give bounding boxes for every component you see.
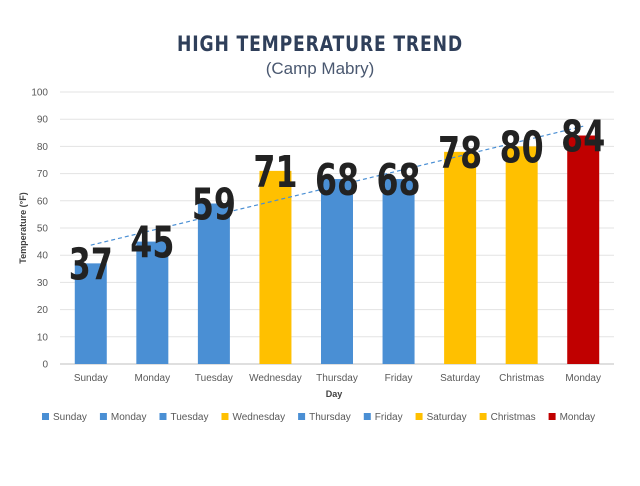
- y-tick-label: 50: [37, 224, 49, 235]
- bars: [74, 135, 600, 364]
- bar: [74, 263, 107, 364]
- bar: [321, 179, 353, 364]
- data-label: 68: [315, 155, 359, 207]
- data-label: 37: [69, 239, 113, 291]
- data-label: 68: [377, 155, 421, 207]
- trendline: [90, 125, 584, 246]
- x-tick-label: Saturday: [440, 373, 480, 384]
- data-label: 80: [500, 122, 544, 174]
- legend-label: Monday: [111, 412, 147, 423]
- bar: [382, 179, 415, 364]
- y-tick-label: 30: [37, 278, 49, 289]
- legend-swatch: [363, 413, 371, 420]
- bar: [136, 241, 169, 364]
- x-tick-label: Wednesday: [249, 373, 302, 384]
- y-tick-label: 10: [37, 332, 49, 343]
- legend-label: Wednesday: [232, 412, 285, 423]
- legend-swatch: [159, 413, 167, 420]
- y-tick-label: 60: [37, 196, 49, 207]
- trendline-group: [90, 125, 584, 246]
- legend-swatch: [298, 413, 306, 420]
- legend-label: Tuesday: [170, 412, 208, 423]
- legend-swatch: [42, 413, 49, 420]
- bar: [567, 135, 600, 364]
- legend: Sunday Monday Tuesday Wednesday Thursday Frid…: [42, 412, 595, 423]
- legend-label: Saturday: [427, 412, 467, 423]
- x-tick-labels: Sunday Monday Tuesday Wednesday Thursday Frid…: [74, 373, 601, 384]
- legend-label: Sunday: [53, 412, 87, 423]
- data-label: 71: [253, 147, 297, 199]
- legend-swatch: [99, 413, 107, 420]
- data-label: 78: [438, 128, 482, 180]
- y-tick-label: 100: [31, 88, 48, 99]
- bar: [197, 203, 230, 364]
- x-tick-label: Monday: [565, 373, 601, 384]
- legend-label: Monday: [560, 412, 596, 423]
- y-tick-label: 90: [37, 115, 49, 126]
- legend-swatch: [221, 413, 229, 420]
- legend-swatch: [548, 413, 556, 420]
- legend-label: Thursday: [309, 412, 351, 423]
- y-axis-label: Temperature (°F): [18, 192, 28, 263]
- data-labels: 37 45 59 71 68 68 78 80 84: [69, 111, 606, 290]
- chart-subtitle: (Camp Mabry): [265, 59, 375, 78]
- x-tick-label: Christmas: [499, 373, 544, 384]
- data-label: 45: [130, 217, 174, 269]
- legend-swatch: [479, 413, 487, 420]
- x-tick-label: Tuesday: [195, 373, 233, 384]
- x-tick-label: Friday: [385, 373, 413, 384]
- bar: [505, 146, 538, 364]
- y-tick-label: 40: [37, 251, 49, 262]
- y-tick-label: 20: [37, 305, 49, 316]
- y-tick-label: 80: [37, 142, 49, 153]
- y-tick-label: 0: [42, 360, 48, 371]
- legend-label: Friday: [375, 412, 403, 423]
- x-tick-label: Monday: [135, 373, 171, 384]
- bar: [259, 170, 292, 364]
- y-tick-label: 70: [37, 169, 49, 180]
- chart-title: HIGH TEMPERATURE TREND: [177, 32, 463, 56]
- x-axis-label: Day: [326, 389, 343, 399]
- legend-label: Christmas: [491, 412, 536, 423]
- x-tick-label: Thursday: [316, 373, 358, 384]
- data-label: 84: [561, 111, 605, 163]
- data-label: 59: [192, 179, 236, 231]
- x-tick-label: Sunday: [74, 373, 108, 384]
- bar: [444, 151, 477, 364]
- legend-swatch: [415, 413, 423, 420]
